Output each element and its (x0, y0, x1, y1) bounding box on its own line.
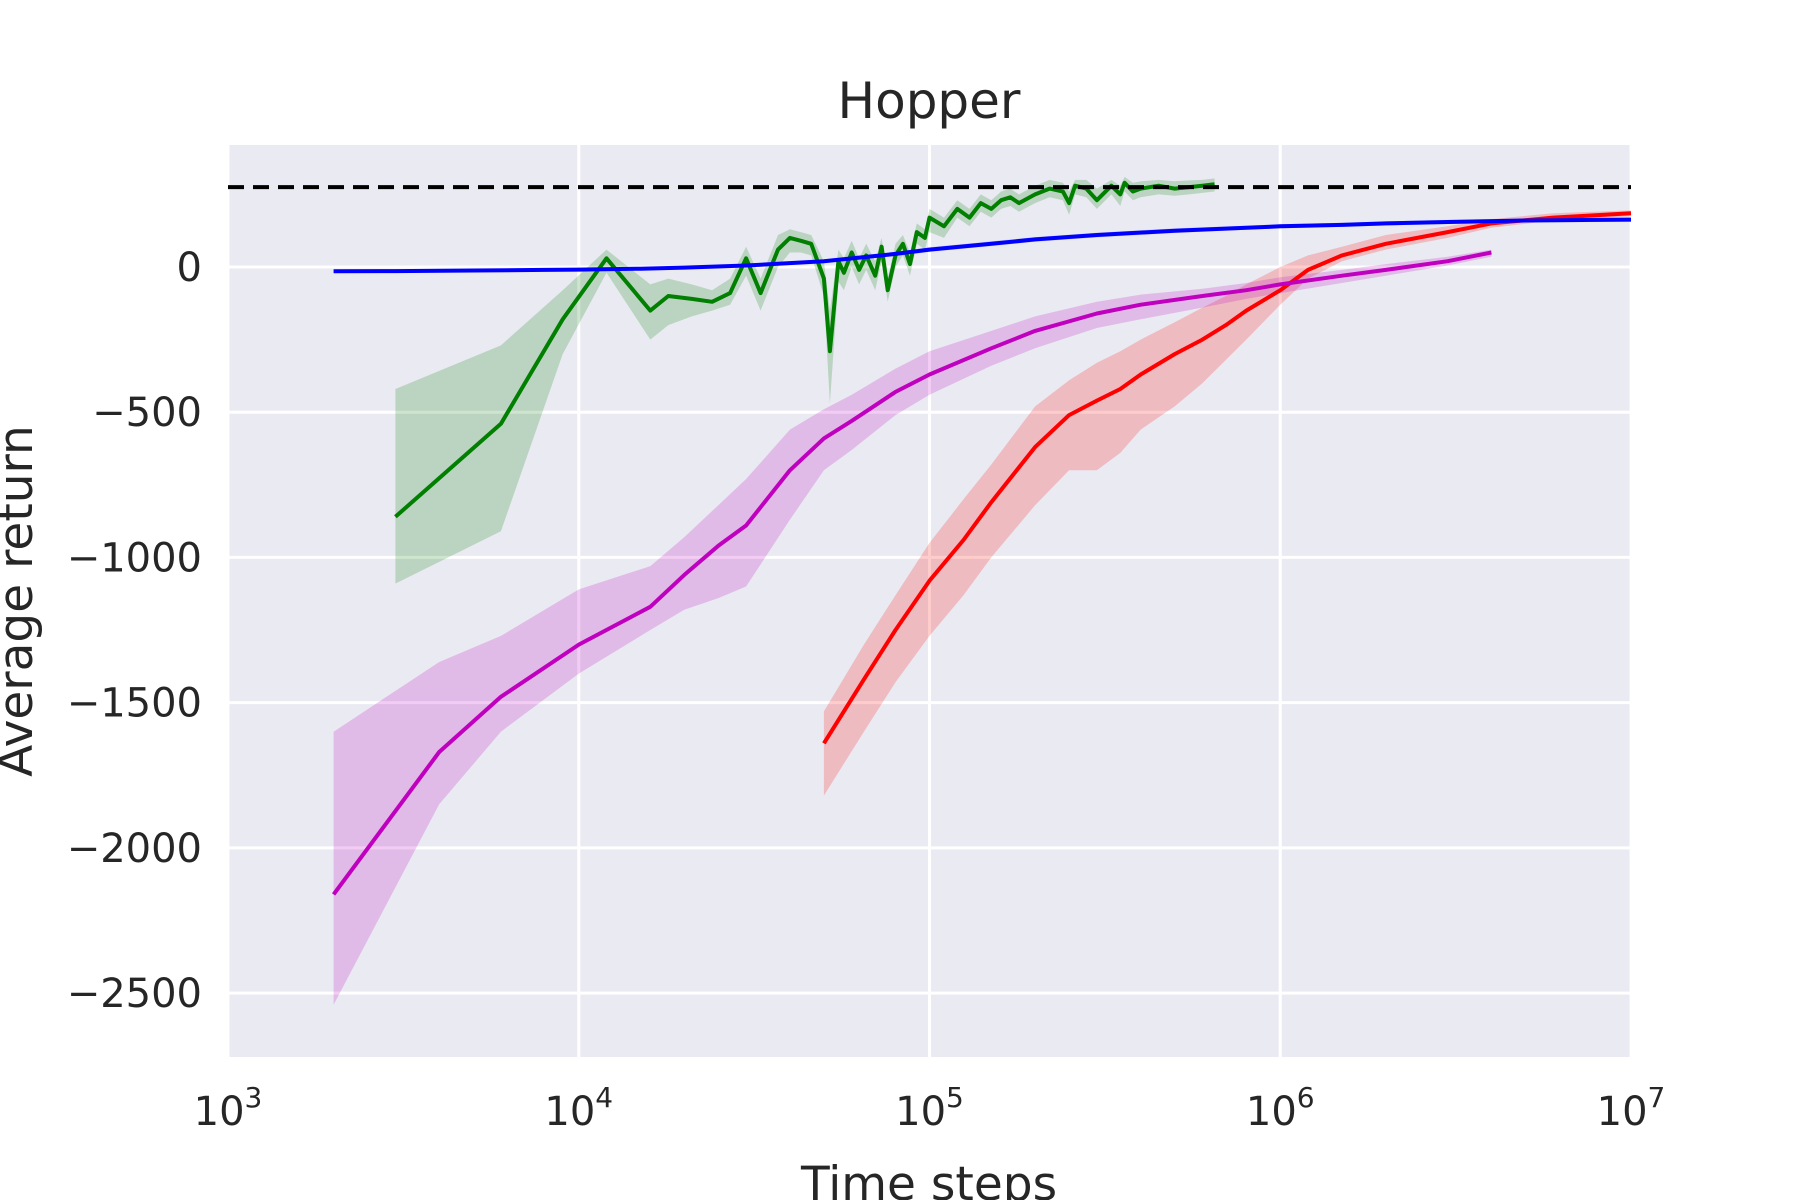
x-tick-label: 104 (544, 1081, 613, 1135)
y-tick-label: −500 (92, 390, 202, 436)
series-line-3 (333, 217, 1632, 274)
x-tick-label: 105 (895, 1081, 964, 1135)
chart-title: Hopper (838, 72, 1021, 130)
x-tick-labels: 103 104 105 106 107 (194, 1081, 1666, 1135)
series-line-0 (822, 211, 1632, 745)
series-line-1 (331, 250, 1492, 896)
series-band-1 (333, 249, 1492, 1005)
series-band-2 (395, 176, 1215, 584)
x-tick-label: 107 (1597, 1081, 1666, 1135)
y-tick-labels: 0 −500 −1000 −1500 −2000 −2500 (67, 245, 202, 1017)
x-tick-label: 103 (194, 1081, 263, 1135)
y-tick-label: −2500 (67, 971, 202, 1017)
y-tick-label: −1000 (67, 535, 202, 581)
x-axis-label: Time steps (800, 1157, 1057, 1200)
y-tick-label: −1500 (67, 681, 202, 727)
series-band-0 (823, 210, 1631, 796)
y-tick-label: 0 (177, 245, 202, 291)
y-axis-label: Average return (0, 425, 44, 777)
y-tick-label: −2000 (67, 826, 202, 872)
x-tick-label: 106 (1246, 1081, 1315, 1135)
